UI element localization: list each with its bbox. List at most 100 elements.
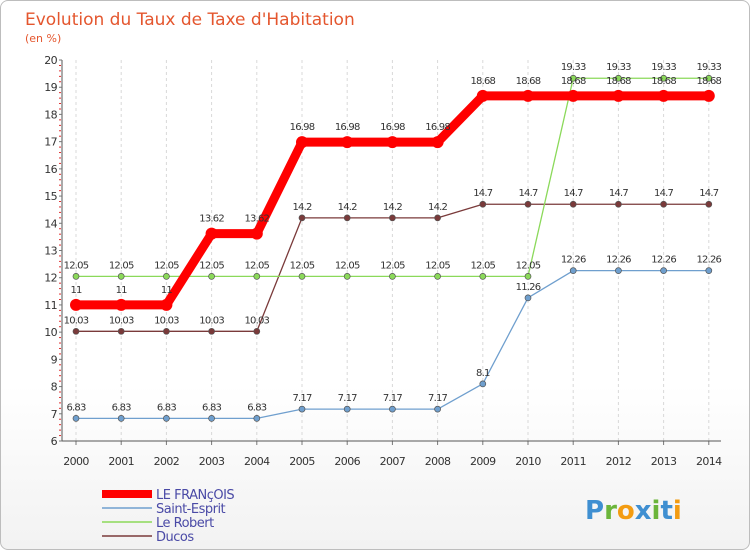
data-label-1: 7.17	[338, 393, 358, 404]
data-label-0: 11	[116, 285, 128, 296]
x-tick-label: 2010	[515, 455, 541, 468]
data-label-2: 12.05	[290, 260, 315, 271]
data-point-3	[615, 200, 622, 208]
data-point-1	[569, 267, 577, 274]
data-label-2: 19.33	[696, 62, 721, 73]
data-label-1: 7.17	[292, 393, 312, 404]
data-label-2: 12.05	[199, 260, 224, 271]
y-tick-label: 18	[44, 108, 57, 121]
x-tick-label: 2013	[651, 455, 677, 468]
data-labels: 11 11 11 13.62 13.62 16.98 16.98 16.98 16.98 18.6…	[64, 62, 723, 413]
data-label-1: 7.17	[383, 393, 403, 404]
y-tick-label: 10	[44, 326, 57, 339]
data-point-0	[431, 136, 444, 149]
x-tick-label: 2007	[380, 455, 406, 468]
data-label-1: 12.26	[696, 255, 721, 266]
data-point-2	[434, 273, 441, 280]
data-label-1: 8.1	[476, 368, 490, 379]
data-point-2	[389, 273, 396, 280]
data-point-0	[70, 298, 82, 311]
data-label-3: 10.03	[154, 315, 179, 326]
data-label-3: 10.03	[244, 315, 269, 326]
data-label-0: 13.62	[199, 214, 224, 225]
logo-letter: P	[585, 496, 604, 526]
data-label-1: 6.83	[66, 402, 86, 413]
data-label-2: 12.05	[64, 260, 89, 271]
grid	[75, 60, 710, 441]
logo-letter: t	[660, 496, 672, 526]
y-tick-label: 13	[44, 245, 57, 258]
data-point-2	[479, 273, 487, 280]
data-point-1	[705, 267, 713, 274]
data-point-0	[612, 89, 625, 102]
data-point-3	[163, 327, 170, 335]
logo-text: Proxiti	[585, 496, 682, 526]
logo-letter: o	[617, 496, 635, 526]
legend-label: Saint-Esprit	[156, 502, 226, 517]
data-point-3	[524, 200, 532, 208]
data-label-0: 18.68	[606, 76, 631, 87]
data-point-1	[434, 405, 441, 413]
data-label-1: 12.26	[561, 255, 586, 266]
chart-subtitle: (en %)	[25, 32, 61, 45]
data-point-0	[476, 89, 489, 102]
data-label-3: 14.7	[518, 188, 538, 199]
x-tick-label: 2001	[108, 455, 134, 468]
logo-letter: x	[635, 496, 652, 526]
data-label-3: 14.2	[292, 202, 312, 213]
data-point-3	[389, 214, 396, 222]
data-point-3	[343, 214, 351, 222]
y-tick-label: 9	[51, 353, 58, 366]
data-point-1	[524, 294, 532, 302]
data-label-3: 14.2	[383, 202, 403, 213]
chart-title: Evolution du Taux de Taxe d'Habitation	[25, 10, 355, 30]
data-point-3	[253, 327, 261, 335]
logo-letter: i	[673, 496, 682, 526]
data-point-0	[386, 136, 399, 149]
data-point-2	[298, 273, 306, 280]
data-point-2	[117, 273, 125, 280]
data-label-1: 6.83	[112, 402, 132, 413]
data-label-0: 16.98	[380, 122, 405, 133]
x-tick-label: 2004	[244, 455, 270, 468]
data-label-2: 12.05	[516, 260, 541, 271]
data-point-2	[524, 273, 532, 280]
data-label-2: 12.05	[380, 260, 405, 271]
data-label-3: 14.7	[654, 188, 674, 199]
logo-letter: i	[652, 496, 661, 526]
data-label-3: 14.7	[473, 188, 493, 199]
data-label-2: 19.33	[651, 62, 676, 73]
logo-letter: r	[604, 496, 617, 526]
data-label-0: 13.62	[244, 214, 269, 225]
data-point-3	[72, 327, 80, 335]
data-point-2	[208, 273, 215, 280]
y-tick-label: 11	[44, 299, 57, 312]
data-label-1: 7.17	[428, 393, 448, 404]
data-label-3: 14.2	[338, 202, 358, 213]
data-label-1: 6.83	[157, 402, 177, 413]
data-point-3	[660, 200, 667, 208]
legend-label: LE FRANçOIS	[156, 488, 234, 503]
data-label-2: 12.05	[244, 260, 269, 271]
data-point-3	[208, 327, 215, 335]
data-label-0: 18.68	[696, 76, 721, 87]
data-point-0	[522, 89, 534, 102]
data-point-0	[702, 89, 715, 102]
data-label-2: 12.05	[335, 260, 360, 271]
data-label-2: 12.05	[425, 260, 450, 271]
data-point-0	[115, 298, 128, 311]
data-label-3: 10.03	[109, 315, 134, 326]
data-label-1: 6.83	[247, 402, 267, 413]
data-point-2	[705, 74, 713, 82]
data-label-2: 19.33	[561, 62, 586, 73]
data-label-3: 14.7	[609, 188, 629, 199]
data-point-2	[343, 273, 351, 280]
data-point-3	[705, 200, 713, 208]
data-point-1	[660, 267, 667, 274]
data-label-0: 11	[70, 285, 82, 296]
x-tick-label: 2002	[154, 455, 180, 468]
data-point-3	[117, 327, 125, 335]
